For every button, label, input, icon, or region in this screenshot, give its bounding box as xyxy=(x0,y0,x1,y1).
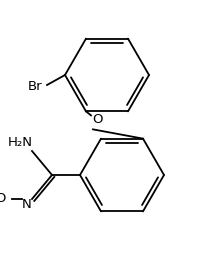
Text: N: N xyxy=(22,198,32,212)
Text: Br: Br xyxy=(28,81,42,93)
Text: O: O xyxy=(92,113,103,126)
Text: HO: HO xyxy=(0,193,7,205)
Text: H₂N: H₂N xyxy=(7,136,32,150)
